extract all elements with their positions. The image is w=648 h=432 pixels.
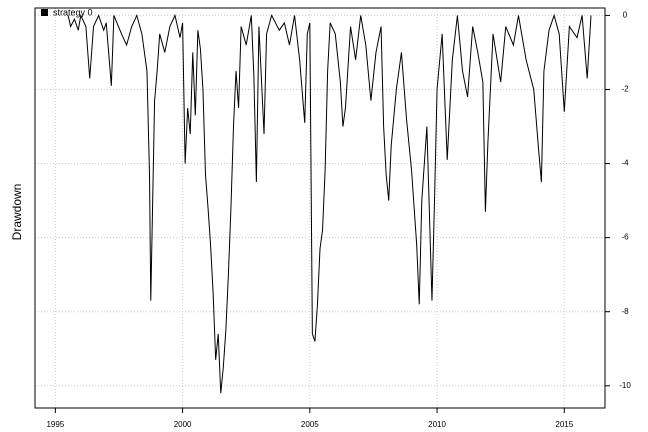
legend-label: strategy 0 (53, 7, 93, 17)
y-tick-label: -8 (621, 307, 629, 316)
y-axis-label: Drawdown (10, 184, 24, 241)
y-tick-label: -4 (621, 159, 629, 168)
y-tick-label: -2 (621, 85, 629, 94)
x-tick-label: 2000 (174, 420, 192, 429)
legend-swatch (41, 9, 48, 16)
y-tick-label: -6 (621, 233, 629, 242)
x-tick-label: 2005 (301, 420, 319, 429)
series-line (67, 13, 592, 394)
x-tick-label: 1995 (46, 420, 64, 429)
x-tick-label: 2010 (428, 420, 446, 429)
plot-frame (34, 7, 606, 409)
y-tick-label: -10 (619, 381, 631, 390)
y-tick-label: 0 (623, 11, 628, 20)
x-tick-label: 2015 (555, 420, 573, 429)
